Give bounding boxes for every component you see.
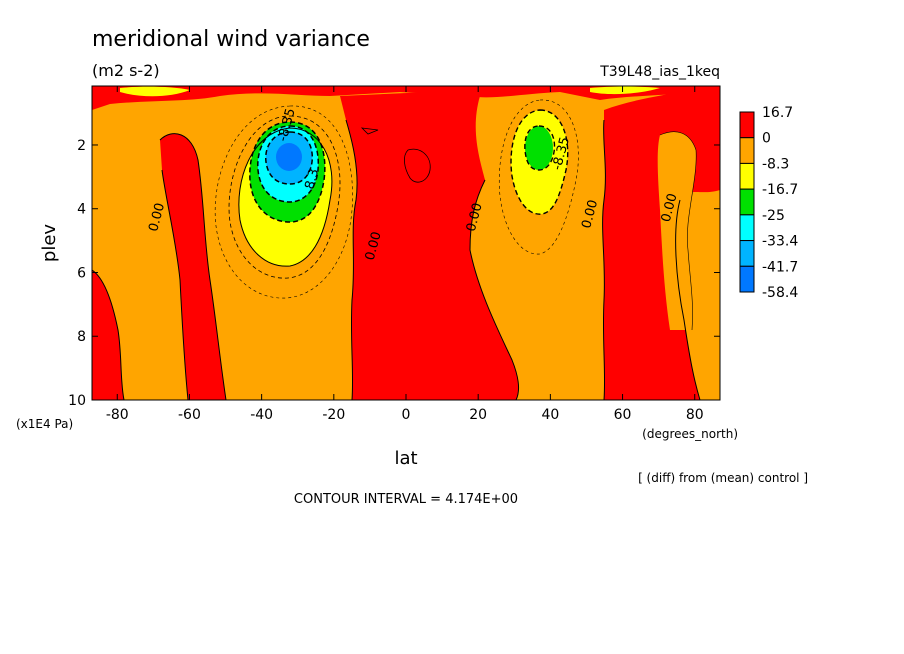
contour-label: 0.00	[363, 230, 385, 262]
region-sh-core-blue	[276, 143, 302, 171]
plot-area: -8.35-8.350.000.000.00 0.00 0.008.3	[92, 86, 720, 400]
contour-label: 8.3	[302, 167, 322, 191]
x-tick-label: 20	[469, 407, 487, 423]
y-tick-label: 6	[77, 265, 86, 281]
y-axis-units: (x1E4 Pa)	[16, 417, 73, 431]
colorbar-label: -8.3	[762, 156, 789, 172]
x-axis-units: (degrees_north)	[642, 427, 738, 441]
colorbar-label: -41.7	[762, 259, 798, 275]
colorbar-label: 16.7	[762, 105, 793, 121]
run-label: T39L48_ias_1keq	[599, 64, 720, 80]
x-tick-label: -80	[106, 407, 129, 423]
colorbar-swatch-3	[739, 188, 755, 216]
x-tick-label: 40	[541, 407, 559, 423]
colorbar-swatch-6	[739, 265, 755, 293]
y-axis-label: plev	[39, 224, 60, 263]
region-sh-midlat-red	[160, 133, 226, 400]
x-tick-label: -40	[250, 407, 273, 423]
x-tick-label: 0	[402, 407, 411, 423]
colorbar-label: -58.4	[762, 285, 798, 301]
region-nh-green	[525, 126, 553, 170]
diff-annotation: [ (diff) from (mean) control ]	[638, 471, 808, 485]
colorbar-label: -33.4	[762, 234, 798, 250]
region-nh-top-yellow	[590, 86, 660, 95]
colorbar-swatch-0	[739, 111, 755, 139]
region-sh-polar-red	[92, 270, 124, 400]
colorbar-label: -25	[762, 208, 785, 224]
x-tick-label: -20	[322, 407, 345, 423]
contour-label: 0.00	[659, 192, 681, 224]
y-tick-label: 10	[68, 393, 86, 409]
region-top-strip-red	[92, 86, 720, 110]
y-tick-label: 8	[77, 329, 86, 345]
colorbar-swatch-4	[739, 214, 755, 242]
region-sh-top-yellow	[120, 86, 190, 97]
region-equatorial-red	[340, 92, 519, 400]
y-tick-label: 4	[77, 202, 86, 218]
chart-units: (m2 s-2)	[92, 61, 160, 80]
contour-label: 0.00	[464, 201, 486, 233]
x-axis: -80 -60 -40 -20 0 20 40 60 80	[106, 86, 704, 423]
x-axis-label: lat	[394, 448, 417, 469]
y-tick-label: 2	[77, 138, 86, 154]
colorbar-swatch-5	[739, 240, 755, 267]
contour-interval: CONTOUR INTERVAL = 4.174E+00	[294, 492, 518, 507]
colorbar-swatch-2	[739, 162, 755, 190]
x-tick-label: 60	[614, 407, 632, 423]
contour-lines	[92, 99, 701, 400]
chart-title: meridional wind variance	[92, 27, 370, 52]
colorbar-label: 0	[762, 131, 771, 147]
colorbar: 16.7 0 -8.3 -16.7 -25 -33.4 -41.7 -58.4	[739, 105, 798, 301]
y-axis: 2 4 6 8 10	[68, 138, 720, 409]
contour-label: 0.00	[579, 198, 601, 230]
contour-label: 0.00	[146, 201, 168, 233]
colorbar-label: -16.7	[762, 182, 798, 198]
x-tick-label: 80	[686, 407, 704, 423]
colorbar-swatch-1	[739, 137, 755, 164]
x-tick-label: -60	[178, 407, 201, 423]
region-nh-polar-orange	[657, 131, 697, 330]
